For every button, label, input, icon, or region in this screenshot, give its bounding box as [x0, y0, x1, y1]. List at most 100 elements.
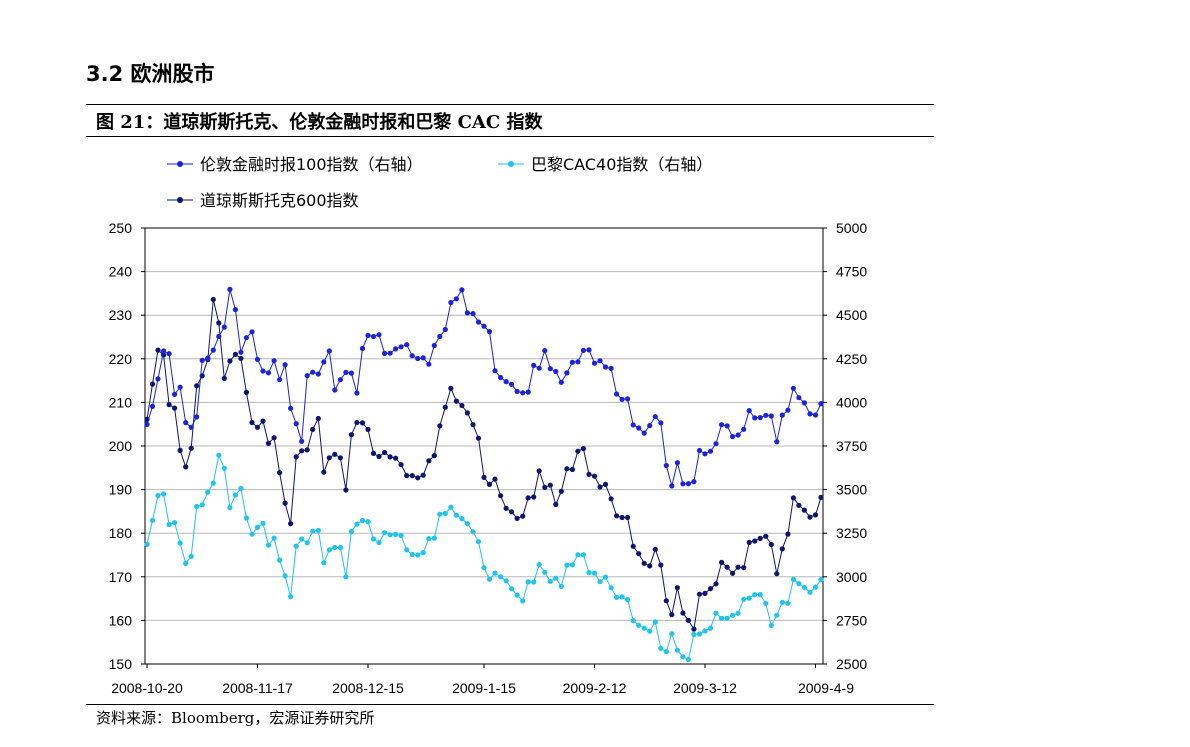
data-point: [674, 647, 681, 653]
data-point: [216, 452, 222, 458]
data-point: [514, 515, 520, 522]
source-note: 资料来源：Bloomberg，宏源证券研究所: [96, 709, 375, 727]
data-point: [663, 598, 669, 604]
data-point: [304, 373, 310, 379]
data-point: [597, 484, 603, 490]
data-point: [796, 395, 802, 401]
data-point: [707, 448, 714, 454]
data-point: [376, 332, 382, 338]
data-point: [608, 496, 614, 502]
data-point: [674, 460, 681, 466]
data-point: [149, 517, 156, 523]
x-tick-label: 2008-12-15: [332, 680, 404, 696]
data-point: [265, 542, 272, 548]
data-point: [801, 507, 808, 513]
data-point: [304, 447, 310, 453]
data-point: [265, 440, 272, 446]
data-point: [520, 513, 526, 519]
data-point: [343, 369, 349, 375]
data-point: [337, 544, 343, 551]
data-point: [641, 560, 647, 566]
y-left-tick-label: 190: [109, 482, 133, 498]
data-point: [807, 514, 813, 520]
data-point: [486, 481, 493, 487]
data-point: [232, 492, 238, 498]
data-point: [365, 332, 371, 338]
data-point: [442, 404, 448, 410]
data-point: [293, 543, 299, 549]
data-point: [442, 326, 448, 333]
data-point: [437, 511, 443, 517]
data-point: [575, 552, 581, 558]
data-point: [188, 445, 194, 451]
data-point: [172, 391, 178, 397]
chart-legend: 伦敦金融时报100指数（右轴） 巴黎CAC40指数（右轴） 道琼斯斯托克600指数: [167, 155, 712, 210]
x-tick-label: 2009-4-9: [798, 680, 854, 696]
data-point: [509, 586, 515, 592]
data-point: [790, 385, 797, 391]
data-point: [464, 310, 470, 316]
x-tick-label: 2009-2-12: [563, 680, 627, 696]
data-point: [370, 536, 377, 542]
y-left-tick-label: 250: [109, 220, 133, 236]
data-point: [713, 581, 719, 587]
y-right-tick-label: 3000: [836, 569, 867, 585]
data-point: [746, 408, 752, 414]
data-point: [282, 573, 288, 579]
data-point: [183, 464, 189, 470]
data-point: [359, 420, 366, 426]
data-point: [702, 590, 708, 597]
y-right-tick-label: 4250: [836, 351, 867, 367]
data-point: [514, 592, 520, 598]
data-point: [492, 570, 498, 576]
data-point: [801, 400, 808, 406]
data-point: [636, 425, 642, 431]
data-point: [685, 656, 692, 663]
data-point: [155, 492, 161, 499]
data-point: [818, 494, 824, 500]
data-point: [172, 405, 178, 411]
data-point: [393, 531, 399, 538]
data-point: [564, 370, 570, 376]
data-point: [277, 470, 283, 476]
data-point: [437, 333, 443, 340]
y-right-tick-label: 3500: [836, 482, 867, 498]
data-point: [243, 389, 249, 395]
data-point: [630, 422, 636, 428]
data-point: [464, 410, 470, 416]
data-point: [431, 535, 437, 541]
data-point: [757, 415, 763, 421]
data-point: [293, 421, 299, 427]
data-point: [503, 578, 509, 584]
legend-label: 道琼斯斯托克600指数: [200, 191, 359, 210]
data-point: [238, 485, 244, 491]
data-point: [652, 546, 658, 552]
data-point: [188, 424, 194, 430]
data-point: [757, 592, 763, 598]
data-point: [398, 462, 404, 468]
series-line: [146, 288, 822, 487]
data-point: [260, 368, 266, 374]
y-left-tick-label: 180: [109, 525, 133, 541]
x-tick-label: 2008-11-17: [222, 680, 293, 696]
data-point: [542, 348, 548, 354]
data-point: [481, 323, 487, 329]
data-point: [724, 564, 730, 570]
y-left-tick-label: 170: [109, 569, 133, 585]
y-left-tick-label: 150: [109, 656, 133, 672]
data-point: [763, 533, 769, 539]
data-point: [254, 424, 261, 430]
data-point: [348, 370, 354, 376]
data-point: [326, 455, 332, 461]
data-point: [337, 455, 343, 461]
data-point: [558, 583, 564, 590]
data-point: [652, 619, 658, 625]
data-point: [365, 426, 371, 432]
data-point: [144, 421, 150, 427]
data-point: [249, 531, 255, 537]
data-point: [707, 586, 714, 592]
data-point: [564, 562, 570, 568]
data-point: [426, 361, 432, 367]
y-right-tick-label: 3750: [836, 438, 867, 454]
data-point: [420, 550, 426, 556]
